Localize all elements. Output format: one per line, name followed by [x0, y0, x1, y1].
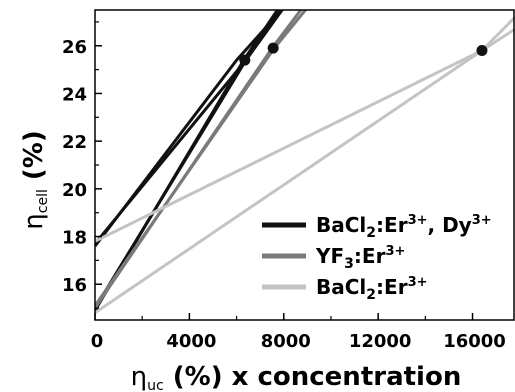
legend-label-yf3-er: YF3:Er3+ [315, 244, 405, 272]
y-ticks: 16 18 20 22 24 26 [62, 21, 102, 309]
plot-markers [239, 42, 488, 66]
y-tick-label: 18 [62, 228, 87, 249]
y-tick-label: 20 [62, 180, 87, 201]
legend-label-bacl2-er-dy: BaCl2:Er3+, Dy3+ [316, 213, 492, 241]
y-axis-label: ηcell (%) [19, 130, 51, 229]
x-tick-label: 8000 [261, 331, 311, 352]
series-1-marker-0 [267, 42, 279, 54]
plot-lines [95, 10, 515, 315]
legend-label-bacl2-er: BaCl2:Er3+ [316, 275, 428, 303]
y-tick-label: 26 [62, 37, 87, 58]
x-axis-label-rest: (%) x concentration [164, 362, 462, 392]
legend: BaCl2:Er3+, Dy3+ YF3:Er3+ BaCl2:Er3+ [262, 213, 492, 303]
series-2-line-0 [95, 27, 515, 243]
y-tick-label: 24 [62, 84, 87, 105]
y-tick-label: 16 [62, 275, 87, 296]
x-tick-label: 16000 [443, 331, 506, 352]
y-axis-label-rest: (%) [19, 130, 49, 189]
x-ticks: 0 4000 8000 12000 16000 [91, 313, 506, 352]
x-axis-label-main: η [131, 362, 147, 392]
y-axis-label-sub: cell [35, 189, 51, 213]
series-2-marker-0 [476, 45, 488, 57]
x-axis-label-sub: uc [147, 378, 164, 392]
x-axis-label: ηuc (%) x concentration [131, 362, 462, 392]
y-tick-label: 22 [62, 132, 87, 153]
y-axis-label-main: η [19, 213, 49, 229]
x-tick-label: 0 [91, 331, 104, 352]
series-0-marker-0 [239, 54, 251, 66]
x-tick-label: 4000 [166, 331, 216, 352]
x-tick-label: 12000 [349, 331, 412, 352]
